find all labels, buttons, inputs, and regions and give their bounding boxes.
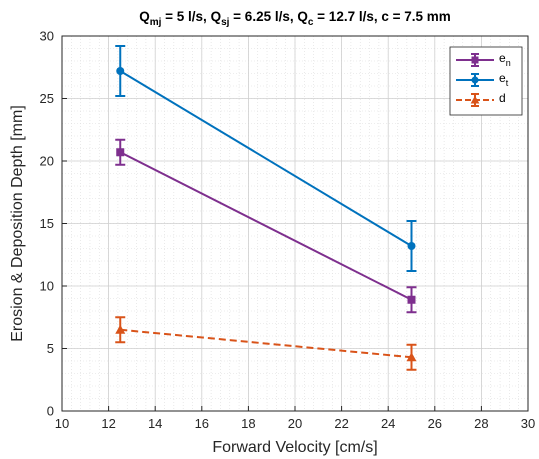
legend-marker [470, 95, 480, 104]
data-point [407, 295, 416, 304]
y-tick-label: 5 [47, 341, 54, 356]
series-line [119, 70, 413, 247]
x-tick-label: 18 [241, 416, 255, 431]
y-tick-label: 10 [40, 279, 54, 294]
legend-label: d [499, 91, 506, 105]
series-line [120, 328, 412, 359]
legend-entry: d [456, 91, 506, 107]
series-line [119, 151, 412, 301]
data-point [406, 352, 417, 362]
legend-entry: en [456, 51, 511, 68]
chart-title: Qmj = 5 l/s, Qsj = 6.25 l/s, Qc = 12.7 l… [139, 9, 451, 28]
legend-label: et [499, 71, 509, 88]
series-d [115, 316, 417, 371]
y-tick-label: 15 [40, 216, 54, 231]
series-et [115, 45, 417, 272]
series-en [115, 138, 417, 314]
y-tick-label: 25 [40, 91, 54, 106]
x-tick-label: 12 [101, 416, 115, 431]
x-tick-label: 16 [195, 416, 209, 431]
series-layer [115, 45, 417, 371]
y-axis-label: Erosion & Deposition Depth [mm] [9, 105, 26, 342]
x-tick-label: 28 [474, 416, 488, 431]
legend-marker [471, 76, 479, 84]
x-axis-label: Forward Velocity [cm/s] [212, 439, 377, 456]
data-point [116, 67, 125, 75]
x-tick-label: 20 [288, 416, 302, 431]
x-tick-label: 24 [381, 416, 395, 431]
legend: en et d [449, 46, 523, 116]
x-tick-label: 10 [55, 416, 69, 431]
y-tick-label: 20 [40, 154, 54, 169]
legend-marker [471, 56, 479, 64]
data-point [116, 148, 125, 157]
y-tick-label: 0 [47, 404, 54, 419]
legend-entry: et [456, 71, 509, 88]
x-tick-label: 30 [521, 416, 535, 431]
y-tick-label: 30 [40, 29, 54, 44]
x-tick-label: 26 [428, 416, 442, 431]
x-tick-label: 22 [334, 416, 348, 431]
data-point [407, 242, 416, 250]
tick-labels: 10 12 14 16 18 20 22 24 26 28 30 0 5 10 15 20 25 30 [40, 29, 536, 432]
legend-label: en [499, 51, 511, 68]
data-point [115, 324, 126, 334]
x-tick-label: 14 [148, 416, 162, 431]
